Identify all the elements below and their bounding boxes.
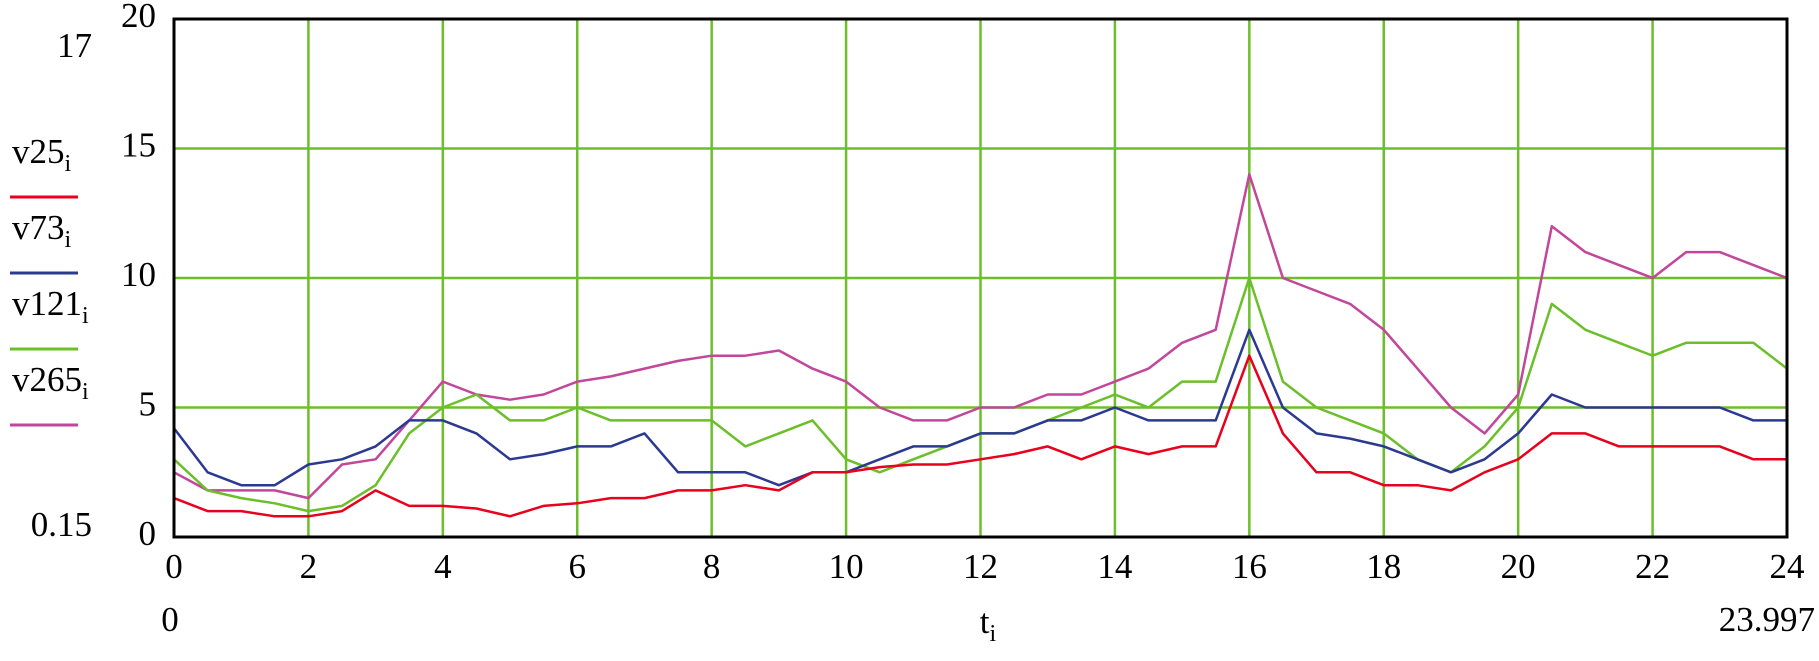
y-tick-label: 5 bbox=[139, 385, 157, 424]
legend-name: v73 bbox=[12, 208, 65, 247]
legend-subscript: i bbox=[65, 227, 72, 253]
x-tick-label: 14 bbox=[1097, 547, 1132, 586]
series-line bbox=[173, 173, 1788, 500]
legend-subscript: i bbox=[82, 379, 89, 405]
x-tick-label: 12 bbox=[963, 547, 998, 586]
legend-label: v73i bbox=[12, 208, 72, 252]
x-max-label: 23.997 bbox=[1719, 600, 1815, 639]
y-min-label: 0.15 bbox=[31, 505, 92, 544]
x-tick-label: 22 bbox=[1635, 547, 1670, 586]
y-tick-label: 20 bbox=[121, 0, 156, 35]
y-tick-label: 10 bbox=[121, 255, 156, 294]
legend-name: v265 bbox=[12, 360, 82, 399]
legend-name: v121 bbox=[12, 284, 82, 323]
y-tick-label: 15 bbox=[121, 126, 156, 165]
legend-label: v25i bbox=[12, 132, 72, 176]
y-max-label: 17 bbox=[57, 26, 92, 65]
x-axis-label-sub: i bbox=[990, 621, 997, 647]
x-tick-label: 6 bbox=[569, 547, 587, 586]
x-tick-label: 20 bbox=[1501, 547, 1536, 586]
plot-frame bbox=[172, 17, 1789, 539]
x-tick-label: 0 bbox=[165, 547, 183, 586]
legend-label: v265i bbox=[12, 360, 89, 404]
x-tick-label: 10 bbox=[829, 547, 864, 586]
series-line bbox=[173, 354, 1787, 518]
legend-name: v25 bbox=[12, 132, 65, 171]
x-tick-label: 2 bbox=[300, 547, 318, 586]
x-tick-label: 18 bbox=[1366, 547, 1401, 586]
y-tick-label: 0 bbox=[139, 514, 157, 553]
legend-subscript: i bbox=[65, 151, 72, 177]
x-axis-label: ti bbox=[980, 602, 997, 646]
x-tick-label: 4 bbox=[434, 547, 452, 586]
x-tick-label: 16 bbox=[1232, 547, 1267, 586]
x-tick-label: 24 bbox=[1770, 547, 1805, 586]
x-tick-label: 8 bbox=[703, 547, 721, 586]
x-axis-label-main: t bbox=[980, 602, 990, 641]
legend-subscript: i bbox=[82, 303, 89, 329]
x-min-label: 0 bbox=[161, 600, 179, 639]
legend-label: v121i bbox=[12, 284, 89, 328]
series-line bbox=[173, 328, 1787, 487]
